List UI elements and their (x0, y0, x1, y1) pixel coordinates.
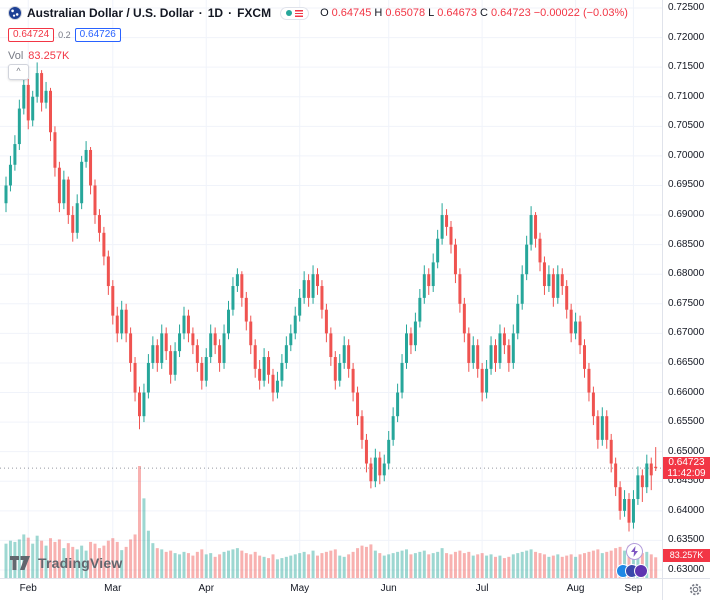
price-tick-label: 0.63500 (668, 534, 705, 546)
last-price-axis-label: 0.64723 11:42:09 (663, 457, 710, 480)
bid-price-button[interactable]: 0.64724 (8, 27, 55, 42)
price-tick-label: 0.68500 (668, 238, 705, 250)
price-tick-label: 0.65000 (668, 445, 705, 457)
time-tick-label: Apr (198, 583, 215, 594)
title-separator: · (198, 6, 203, 20)
ohlc-readout: O 0.64745 H 0.65078 L 0.64673 C 0.64723 −0.0… (320, 7, 628, 19)
interval-label[interactable]: 1D (207, 6, 224, 20)
close-value: 0.64723 (490, 7, 531, 19)
price-tick-label: 0.66500 (668, 356, 705, 368)
emoji-circle-icon (634, 564, 648, 578)
high-label: H (374, 7, 383, 19)
quick-alert-lightning-button[interactable] (626, 543, 643, 560)
price-tick-label: 0.67500 (668, 297, 705, 309)
lightning-icon (631, 546, 638, 557)
volume-indicator-value: 83.257K (28, 50, 70, 62)
time-tick-label: Feb (19, 583, 37, 594)
collapse-pane-button[interactable]: ^ (8, 64, 29, 80)
price-axis[interactable]: 0.64723 11:42:09 83.257K 0.72500 0.72000 0… (662, 0, 710, 578)
price-tick-label: 0.69000 (668, 209, 705, 221)
volume-axis-label: 83.257K (663, 549, 710, 563)
high-value: 0.65078 (385, 7, 426, 19)
chart-settings-corner[interactable] (662, 578, 710, 600)
tradingview-wordmark: TradingView (38, 555, 123, 571)
ask-price-button[interactable]: 0.64726 (74, 27, 121, 42)
time-tick-label: Jun (380, 583, 397, 594)
bid-ask-row: 0.64724 0.2 0.64726 (8, 27, 628, 42)
price-chart-canvas[interactable] (0, 0, 662, 578)
open-label: O (320, 7, 329, 19)
time-tick-label: Jul (475, 583, 489, 594)
low-label: L (428, 7, 435, 19)
open-value: 0.64745 (331, 7, 372, 19)
tradingview-logo-icon (10, 556, 30, 570)
close-label: C (480, 7, 488, 19)
legend-title-row: Australian Dollar / U.S. Dollar · 1D · F… (8, 5, 628, 21)
change-value: −0.00022 (−0.03%) (533, 7, 628, 19)
gear-icon[interactable] (689, 583, 702, 596)
symbol-title[interactable]: Australian Dollar / U.S. Dollar (27, 6, 194, 20)
price-tick-label: 0.67000 (668, 327, 705, 339)
price-tick-label: 0.72500 (668, 2, 705, 13)
spread-value: 0.2 (58, 29, 71, 40)
time-tick-label: Aug (566, 583, 585, 594)
realtime-dot-icon (286, 10, 293, 16)
last-price-value: 0.64723 (668, 457, 705, 469)
chart-legend: Australian Dollar / U.S. Dollar · 1D · F… (8, 5, 628, 63)
time-tick-label: Sep (624, 583, 643, 594)
price-tick-label: 0.70500 (668, 120, 705, 132)
price-tick-label: 0.71000 (668, 90, 705, 102)
price-tick-label: 0.65500 (668, 416, 705, 428)
australia-flag-icon (8, 6, 22, 20)
volume-indicator-label[interactable]: Vol (8, 50, 24, 62)
price-tick-label: 0.70000 (668, 149, 705, 161)
price-tick-label: 0.71500 (668, 61, 705, 73)
price-tick-label: 0.64500 (668, 475, 705, 487)
data-source-toggle[interactable] (280, 6, 310, 20)
time-axis[interactable]: Feb Mar Apr May Jun Jul Aug Sep (0, 578, 662, 600)
bar-countdown-timer: 11:42:09 (667, 468, 706, 480)
volume-legend-row: Vol 83.257K (8, 49, 628, 63)
price-tick-label: 0.69500 (668, 179, 705, 191)
tradingview-logo[interactable]: TradingView (10, 555, 122, 571)
price-tick-label: 0.72000 (668, 31, 705, 43)
price-tick-label: 0.64000 (668, 504, 705, 516)
time-tick-label: May (290, 583, 310, 594)
title-separator: · (228, 6, 233, 20)
price-tick-label: 0.68000 (668, 268, 705, 280)
price-tick-label: 0.66000 (668, 386, 705, 398)
price-tick-label: 0.63000 (668, 564, 705, 575)
low-value: 0.64673 (437, 7, 477, 19)
emoji-reactions-button[interactable] (616, 563, 652, 580)
time-tick-label: Mar (104, 583, 122, 594)
exchange-label: FXCM (237, 6, 272, 20)
data-bars-icon (295, 9, 304, 17)
